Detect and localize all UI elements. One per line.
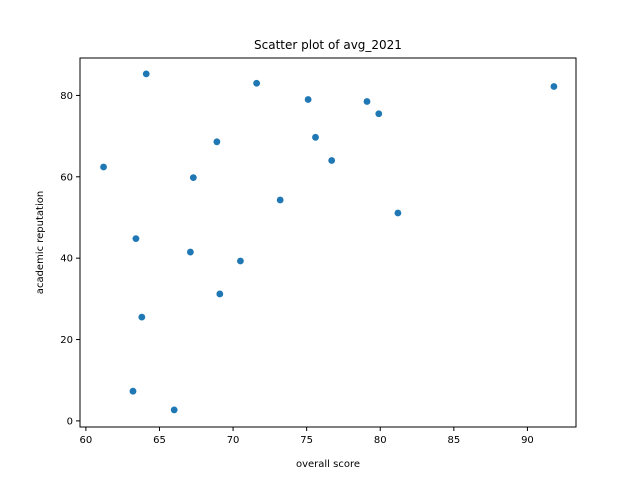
data-point-1: [129, 387, 137, 395]
data-point-5: [170, 406, 178, 414]
y-tick-label-3: 60: [60, 172, 73, 183]
y-axis-ticks: 0 20 40 60 80: [60, 91, 80, 427]
data-point-6: [186, 248, 194, 256]
data-point-2: [132, 235, 140, 243]
data-points: [100, 70, 558, 414]
data-point-12: [276, 196, 284, 204]
y-tick-label-4: 80: [60, 91, 73, 102]
data-point-4: [142, 70, 150, 78]
x-tick-label-4: 80: [374, 435, 387, 446]
data-point-11: [253, 79, 261, 87]
data-point-17: [375, 110, 383, 118]
data-point-16: [363, 98, 371, 105]
data-point-9: [216, 290, 224, 298]
data-point-3: [138, 313, 146, 321]
x-tick-label-5: 85: [447, 435, 460, 446]
x-axis-ticks: 60 65 70 75 80 85 90: [80, 427, 534, 446]
data-point-8: [213, 138, 221, 146]
plot-frame: [79, 57, 577, 428]
x-tick-label-2: 70: [227, 435, 240, 446]
x-tick-label-1: 65: [153, 435, 166, 446]
data-point-10: [237, 257, 244, 265]
y-tick-label-2: 40: [60, 254, 73, 265]
y-axis-label: academic reputation: [35, 191, 46, 294]
x-axis-label: overall score: [296, 459, 360, 470]
chart-title: Scatter plot of avg_2021: [254, 38, 402, 52]
x-tick-label-3: 75: [300, 435, 313, 446]
x-tick-label-0: 60: [80, 435, 93, 446]
y-tick-label-1: 20: [60, 335, 73, 346]
data-point-0: [100, 163, 107, 171]
data-point-19: [550, 83, 558, 90]
data-point-14: [312, 133, 319, 141]
data-point-18: [394, 209, 402, 217]
data-point-7: [189, 174, 197, 182]
y-tick-label-0: 0: [67, 416, 73, 427]
x-tick-label-6: 90: [521, 435, 534, 446]
data-point-13: [304, 96, 312, 103]
data-point-15: [328, 157, 336, 164]
